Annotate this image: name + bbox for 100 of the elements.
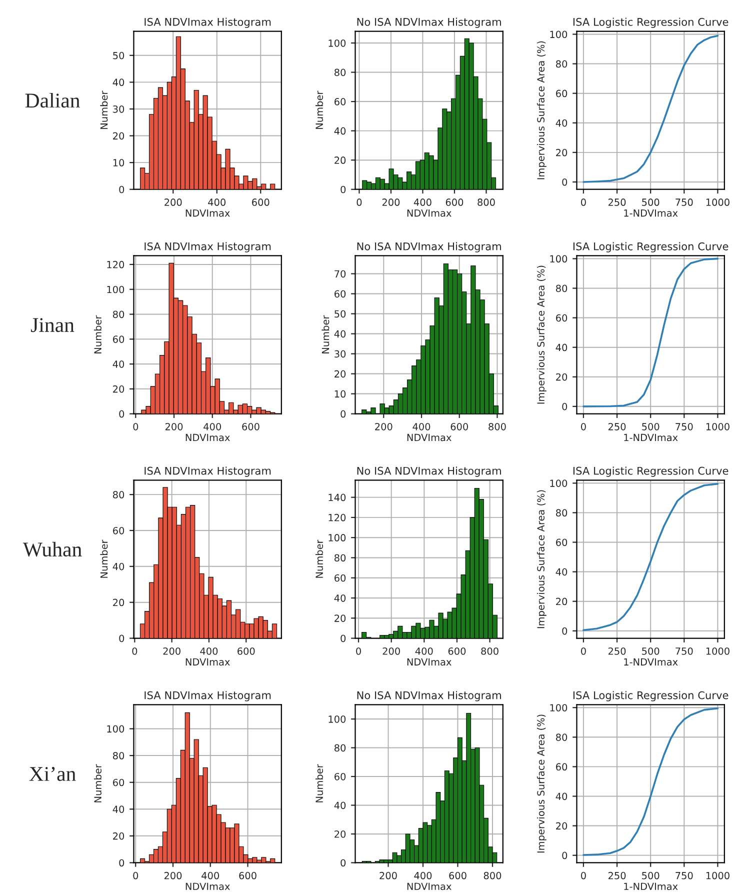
y-tick-label: 100: [328, 39, 346, 47]
x-tick-label: 1000: [706, 872, 730, 880]
y-tick-label: 50: [334, 310, 346, 318]
y-tick-label: 80: [113, 752, 124, 760]
y-tick-label: 40: [112, 360, 124, 368]
y-tick-label: 60: [334, 772, 346, 780]
chart-title: ISA Logistic Regression Curve: [573, 466, 728, 477]
x-axis-title: NDVImax: [186, 882, 230, 890]
y-tick-label: 60: [556, 90, 568, 98]
y-tick-label: 80: [334, 68, 346, 76]
y-tick-label: 40: [112, 78, 124, 86]
x-tick-label: 800: [478, 198, 495, 206]
x-tick-label: 400: [202, 872, 220, 880]
y-axis-title: Number: [94, 315, 102, 354]
x-tick-label: 200: [375, 423, 392, 430]
x-tick-label: 600: [239, 872, 256, 880]
y-tick-label: 40: [556, 568, 568, 576]
x-tick-label: 750: [676, 423, 693, 430]
text: Wuhan: [22, 542, 82, 557]
y-axis-title: Impervious Surface Area (%): [536, 714, 546, 853]
y-tick-label: 100: [328, 715, 346, 723]
x-tick-label: 800: [484, 872, 502, 880]
x-tick-label: 200: [164, 872, 182, 880]
x-tick-label: 200: [165, 423, 183, 430]
y-tick-label: 100: [550, 480, 568, 487]
x-axis-title: NDVImax: [407, 882, 452, 890]
x-tick-label: 400: [414, 198, 432, 206]
y-axis-title: Impervious Surface Area (%): [536, 41, 546, 180]
y-tick-label: 100: [107, 286, 124, 294]
y-tick-label: 40: [112, 562, 124, 570]
y-tick-label: 30: [334, 350, 346, 358]
y-axis-title: Number: [94, 764, 102, 802]
y-tick-label: 20: [113, 598, 124, 606]
x-tick-label: 0: [356, 198, 362, 206]
y-tick-label: 80: [556, 734, 568, 741]
x-tick-label: 200: [382, 647, 400, 655]
chart-title: No ISA NDVImax Histogram: [357, 466, 501, 477]
x-axis-title: NDVImax: [186, 434, 230, 442]
y-tick-label: 100: [328, 534, 346, 542]
chart-title: ISA NDVImax Histogram: [144, 242, 271, 252]
text: Xi’an: [29, 766, 76, 781]
y-tick-label: 0: [340, 410, 346, 418]
x-tick-label: 1000: [706, 198, 730, 206]
y-tick-label: 40: [334, 127, 346, 135]
x-axis-title: NDVImax: [186, 658, 230, 666]
x-tick-label: 250: [608, 872, 626, 880]
y-tick-label: 60: [113, 336, 124, 343]
text: Dalian: [25, 92, 80, 108]
x-tick-label: 500: [642, 872, 660, 880]
x-tick-label: 600: [242, 423, 260, 430]
y-tick-label: 10: [113, 159, 124, 166]
y-tick-label: 50: [113, 52, 124, 60]
x-tick-label: 0: [356, 647, 361, 655]
x-tick-label: 1000: [706, 423, 730, 430]
x-tick-label: 200: [382, 198, 400, 206]
y-tick-label: 40: [334, 594, 346, 602]
y-tick-label: 20: [556, 373, 568, 381]
y-tick-label: 80: [113, 310, 124, 318]
x-tick-label: 400: [412, 423, 430, 430]
y-tick-label: 0: [119, 186, 124, 194]
y-tick-label: 0: [340, 634, 346, 642]
y-tick-label: 80: [113, 491, 124, 498]
y-tick-label: 120: [328, 514, 346, 522]
y-tick-label: 20: [334, 370, 346, 378]
x-tick-label: 800: [488, 423, 506, 430]
chart-title: ISA NDVImax Histogram: [144, 466, 271, 477]
y-axis-title: Number: [322, 315, 330, 354]
x-tick-label: 250: [608, 198, 626, 206]
y-tick-label: 20: [113, 132, 124, 140]
x-tick-label: 0: [132, 647, 138, 655]
y-tick-label: 100: [550, 30, 568, 38]
y-tick-label: 20: [556, 598, 568, 606]
y-tick-label: 60: [556, 538, 568, 546]
x-tick-label: 0: [581, 647, 586, 655]
x-tick-label: 400: [415, 647, 433, 655]
y-tick-label: 80: [556, 60, 568, 68]
chart-title: ISA Logistic Regression Curve: [573, 691, 728, 702]
x-tick-label: 750: [676, 872, 693, 880]
y-tick-label: 100: [107, 725, 124, 733]
x-tick-label: 250: [608, 423, 626, 430]
y-tick-label: 20: [556, 822, 568, 830]
chart-title: ISA Logistic Regression Curve: [573, 18, 728, 28]
y-tick-label: 120: [107, 260, 124, 268]
y-tick-label: 40: [334, 802, 346, 810]
y-tick-label: 60: [113, 778, 124, 786]
y-tick-label: 20: [556, 148, 568, 156]
x-tick-label: 0: [133, 872, 138, 880]
chart-title: No ISA NDVImax Histogram: [357, 242, 501, 252]
y-tick-label: 60: [334, 574, 346, 582]
line-series: [582, 482, 719, 632]
y-tick-label: 100: [550, 255, 568, 263]
y-tick-label: 30: [113, 105, 124, 113]
y-tick-label: 40: [556, 344, 568, 352]
line-series: [582, 707, 719, 856]
y-tick-label: 0: [119, 634, 124, 642]
y-tick-label: 0: [340, 186, 346, 194]
y-tick-label: 80: [334, 744, 346, 752]
y-tick-label: 0: [562, 178, 568, 186]
x-tick-label: 200: [163, 647, 180, 655]
x-tick-label: 600: [450, 423, 468, 430]
